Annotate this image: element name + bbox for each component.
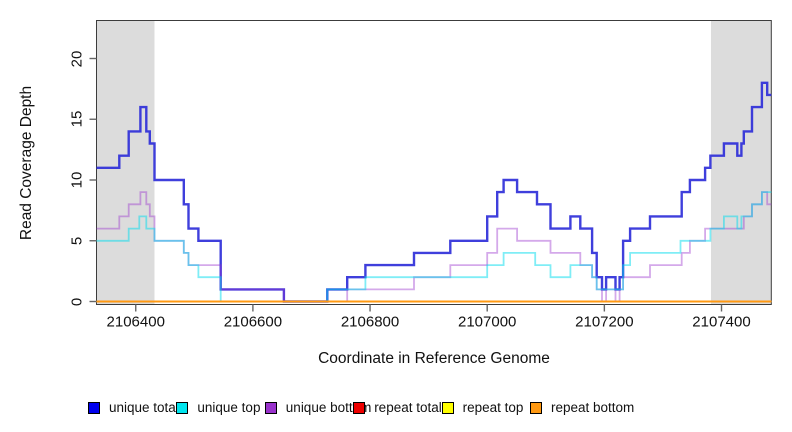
plot-border xyxy=(96,20,772,305)
legend-swatch-unique-bottom xyxy=(264,401,277,414)
y-tick-label: 20 xyxy=(68,50,86,67)
y-tick-label: 0 xyxy=(68,297,86,306)
y-tick-label: 5 xyxy=(68,236,86,245)
series-unique-top xyxy=(96,191,772,303)
repeat-region-shading xyxy=(96,20,155,305)
legend-label: repeat bottom xyxy=(551,400,635,415)
legend-label: unique top xyxy=(197,400,261,415)
y-tick-label: 10 xyxy=(68,171,86,189)
legend-item-repeat-bottom: repeat bottom xyxy=(530,400,634,415)
legend-label: repeat total xyxy=(374,400,442,415)
legend-item-unique-bottom: unique bottom xyxy=(264,400,372,415)
legend-label: unique bottom xyxy=(285,400,372,415)
x-axis-title: Coordinate in Reference Genome xyxy=(318,350,550,367)
legend-swatch-repeat-top xyxy=(441,401,454,414)
legend-label: unique total xyxy=(109,400,179,415)
legend-swatch-unique-top xyxy=(176,401,189,414)
x-tick-label: 2107400 xyxy=(692,313,751,331)
x-tick-label: 2107000 xyxy=(458,313,517,331)
legend-item-repeat-top: repeat top xyxy=(441,400,524,415)
legend-swatch-repeat-total xyxy=(353,401,366,414)
y-tick-label: 15 xyxy=(68,110,86,128)
series-unique-total xyxy=(96,81,772,303)
legend-swatch-repeat-bottom xyxy=(530,401,542,414)
x-tick-label: 2107200 xyxy=(575,313,634,331)
legend-swatch-unique-total xyxy=(88,401,100,414)
legend-item-repeat-total: repeat total xyxy=(353,400,442,415)
y-axis-title: Read Coverage Depth xyxy=(18,85,35,241)
legend-label: repeat top xyxy=(462,400,524,415)
x-tick-label: 2106800 xyxy=(340,313,400,331)
series-unique-bottom xyxy=(96,191,772,303)
legend-item-unique-total: unique total xyxy=(88,400,179,415)
legend-item-unique-top: unique top xyxy=(176,400,260,415)
x-tick-label: 2106400 xyxy=(106,313,165,331)
repeat-region-shading xyxy=(710,20,772,305)
x-tick-label: 2106600 xyxy=(223,313,283,331)
